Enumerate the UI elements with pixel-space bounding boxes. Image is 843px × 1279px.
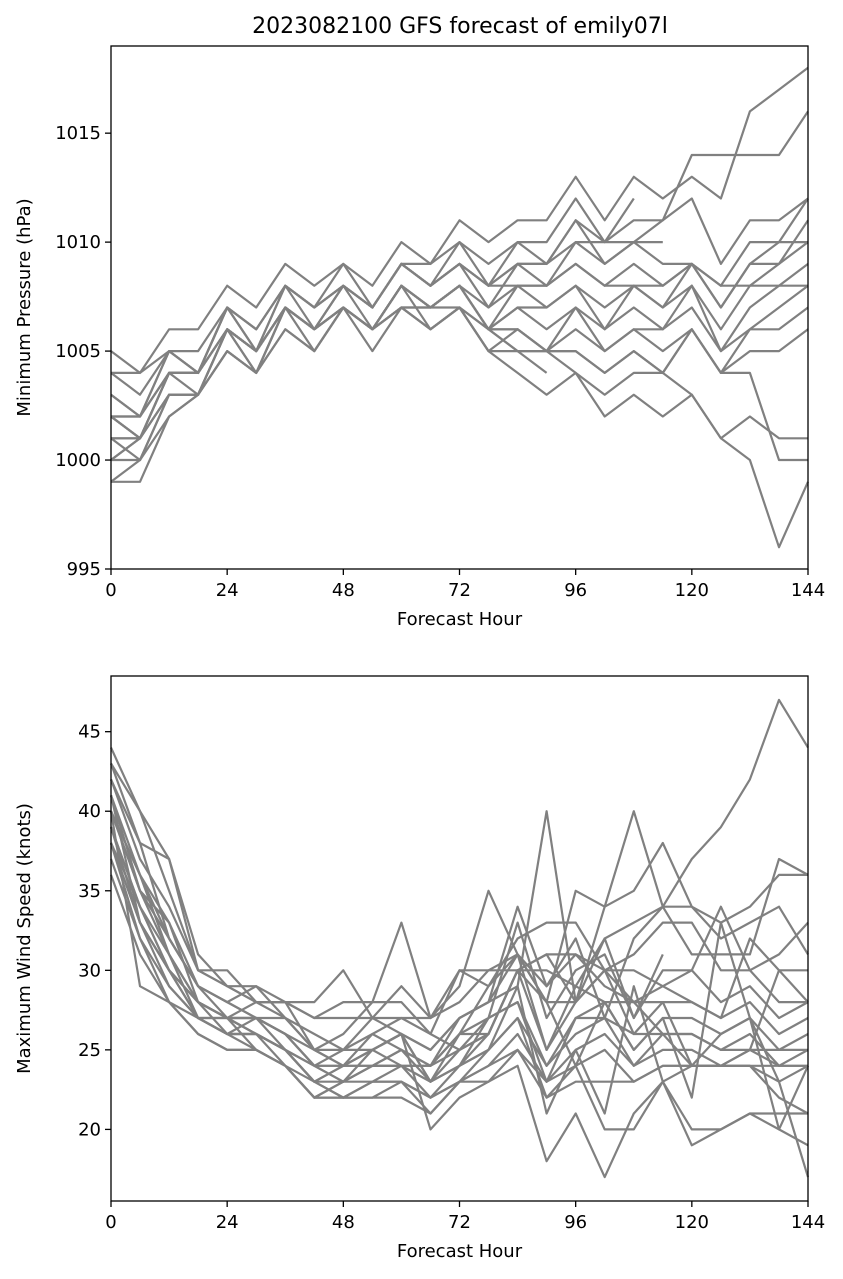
- pressure-y-tick-label: 1015: [55, 123, 101, 144]
- wind-series-line-20: [109, 795, 809, 1179]
- pressure-y-tick-label: 1005: [55, 341, 101, 362]
- wind-series-line-19: [109, 810, 809, 1115]
- wind-x-tick-label: 0: [105, 1212, 116, 1233]
- pressure-y-tick-label: 995: [67, 559, 101, 580]
- wind-x-tick-label: 96: [564, 1212, 587, 1233]
- wind-y-tick-label: 30: [78, 960, 101, 981]
- pressure-x-tick-label: 48: [332, 580, 355, 601]
- pressure-series-group: [110, 66, 810, 549]
- wind-x-tick-label: 24: [216, 1212, 239, 1233]
- pressure-y-tick-label: 1010: [55, 232, 101, 253]
- pressure-x-tick-label: 0: [105, 580, 116, 601]
- wind-x-axis-label: Forecast Hour: [397, 1241, 523, 1262]
- wind-y-tick-label: 25: [78, 1040, 101, 1061]
- pressure-series-line-6: [110, 197, 809, 440]
- pressure-series-line-2: [110, 110, 809, 396]
- pressure-series-line-10: [111, 263, 809, 462]
- pressure-series-line-18: [111, 284, 808, 462]
- wind-y-axis-label: Maximum Wind Speed (knots): [14, 803, 35, 1074]
- wind-x-tick-label: 144: [791, 1212, 825, 1233]
- pressure-x-axis: 0 24 48 72 96 120 144: [105, 569, 825, 601]
- pressure-x-tick-label: 120: [675, 580, 709, 601]
- wind-series-line-17: [109, 842, 808, 1083]
- pressure-panel: 0 24 48 72 96 120 144 995 1000 1005 1010 1015 Fore…: [14, 45, 825, 630]
- wind-y-tick-label: 20: [78, 1119, 101, 1140]
- pressure-x-tick-label: 96: [564, 580, 587, 601]
- wind-y-tick-label: 40: [78, 801, 101, 822]
- pressure-y-axis-label: Minimum Pressure (hPa): [14, 198, 35, 416]
- wind-series-line-1: [109, 698, 809, 1052]
- pressure-series-line-11: [110, 284, 808, 461]
- wind-series-line-14: [109, 874, 808, 1115]
- wind-plot-frame: [110, 675, 809, 1202]
- pressure-y-axis: 995 1000 1005 1010 1015: [55, 123, 111, 580]
- wind-series-line-2: [110, 762, 809, 1052]
- pressure-series-line-7: [110, 219, 809, 440]
- wind-x-tick-label: 72: [448, 1212, 471, 1233]
- pressure-series-line-17: [111, 306, 810, 549]
- wind-series-group: [109, 698, 810, 1179]
- wind-y-tick-label: 45: [78, 722, 101, 743]
- wind-x-tick-label: 48: [332, 1212, 355, 1233]
- pressure-x-tick-label: 24: [216, 580, 239, 601]
- wind-series-line-22: [109, 811, 810, 1131]
- wind-x-tick-label: 120: [675, 1212, 709, 1233]
- chart-title: 2023082100 GFS forecast of emily07l: [252, 14, 668, 39]
- wind-y-tick-label: 35: [78, 881, 101, 902]
- pressure-series-line-1: [110, 66, 809, 374]
- wind-series-line-13: [109, 858, 809, 1099]
- wind-y-axis: 20 25 30 35 40 45: [78, 722, 111, 1140]
- pressure-x-axis-label: Forecast Hour: [397, 609, 523, 630]
- pressure-x-tick-label: 144: [791, 580, 825, 601]
- wind-x-axis: 0 24 48 72 96 120 144: [105, 1201, 825, 1233]
- wind-panel: 0 24 48 72 96 120 144 20 25 30 35 40 45 Forecast Ho…: [14, 675, 825, 1262]
- wind-series-line-21: [109, 842, 810, 1178]
- wind-series-line-18: [109, 826, 808, 1131]
- pressure-y-tick-label: 1000: [55, 450, 101, 471]
- pressure-series-line-9: [110, 241, 809, 462]
- pressure-x-tick-label: 72: [448, 580, 471, 601]
